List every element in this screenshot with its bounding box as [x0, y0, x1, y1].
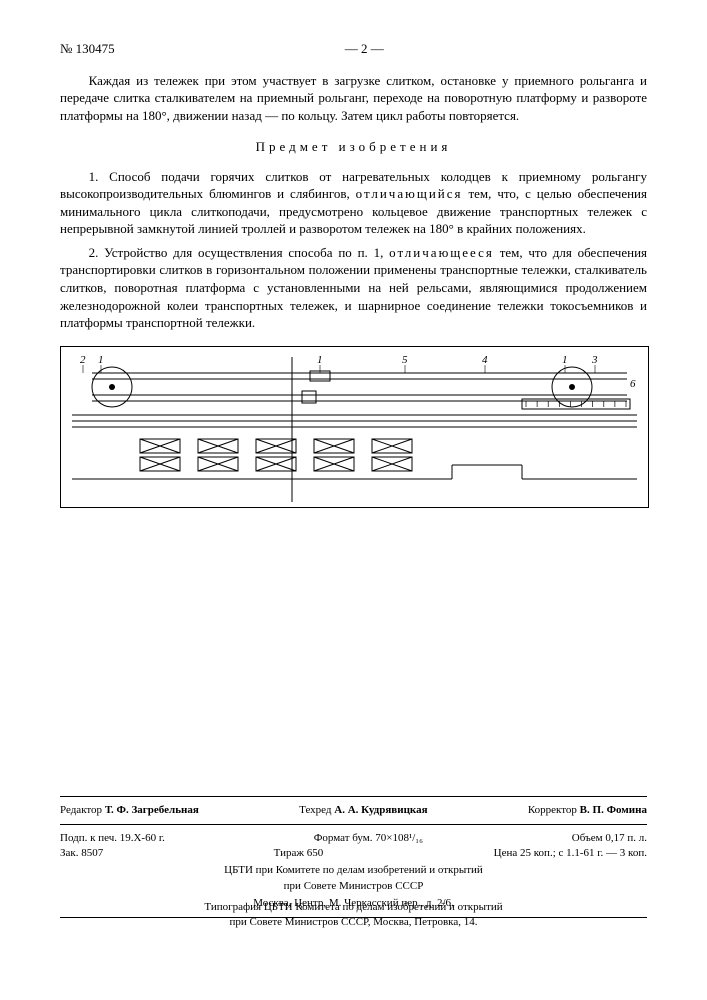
svg-text:4: 4 [482, 354, 488, 366]
claim-2: 2. Устройство для осуществления способа … [60, 244, 647, 332]
svg-text:5: 5 [402, 354, 408, 366]
section-title: Предмет изобретения [60, 138, 647, 156]
publisher-block: Типография ЦБТИ Комитета по делам изобре… [60, 900, 647, 930]
publisher-line-2: при Совете Министров СССР, Москва, Петро… [60, 915, 647, 930]
page-header: № 130475 — 2 — spacer [60, 40, 647, 58]
figure: 21154136 [60, 346, 647, 513]
figure-svg: 21154136 [60, 346, 649, 508]
imprint-staff-row: Редактор Т. Ф. Загребельная Техред А. А.… [60, 803, 647, 818]
imprint-row-2: Подп. к печ. 19.X-60 г. Формат бум. 70×1… [60, 831, 647, 846]
document-number: № 130475 [60, 40, 115, 58]
divider [60, 796, 647, 797]
svg-text:1: 1 [98, 354, 104, 366]
svg-text:1: 1 [317, 354, 323, 366]
imprint-row-3: Зак. 8507 Тираж 650 Цена 25 коп.; с 1.1-… [60, 846, 647, 861]
svg-text:3: 3 [591, 354, 598, 366]
imprint-org-1: ЦБТИ при Комитете по делам изобретений и… [60, 863, 647, 878]
svg-text:1: 1 [562, 354, 568, 366]
publisher-line-1: Типография ЦБТИ Комитета по делам изобре… [60, 900, 647, 915]
imprint-org-2: при Совете Министров СССР [60, 879, 647, 894]
body-paragraph: Каждая из тележек при этом участвует в з… [60, 72, 647, 125]
divider [60, 824, 647, 825]
claim-1: 1. Способ подачи горячих слитков от нагр… [60, 168, 647, 238]
svg-text:2: 2 [80, 354, 86, 366]
page-number: — 2 — [345, 40, 384, 58]
svg-text:6: 6 [630, 378, 636, 390]
